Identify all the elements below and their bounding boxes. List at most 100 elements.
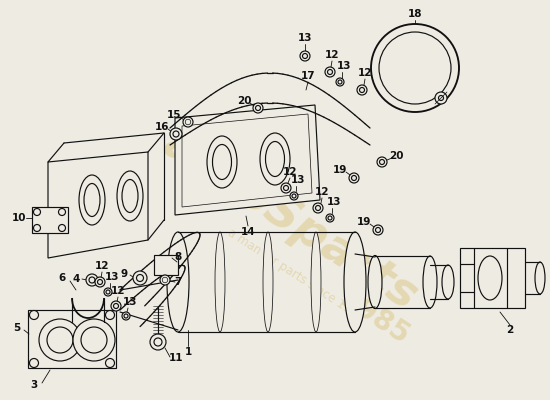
Ellipse shape (167, 232, 189, 332)
Text: autoSparts: autoSparts (155, 121, 426, 319)
Text: 18: 18 (408, 9, 422, 19)
Ellipse shape (215, 232, 225, 332)
Circle shape (300, 51, 310, 61)
Circle shape (379, 160, 384, 164)
Circle shape (106, 290, 110, 294)
Text: 17: 17 (301, 71, 315, 81)
Circle shape (122, 312, 130, 320)
Circle shape (86, 274, 98, 286)
Circle shape (281, 183, 291, 193)
Ellipse shape (212, 144, 232, 180)
Text: a man for parts since 1985: a man for parts since 1985 (224, 226, 365, 324)
Circle shape (89, 277, 95, 283)
Ellipse shape (344, 232, 366, 332)
Ellipse shape (442, 265, 454, 299)
Polygon shape (175, 105, 320, 215)
Circle shape (435, 92, 447, 104)
Circle shape (283, 186, 289, 190)
Circle shape (377, 157, 387, 167)
Text: 7: 7 (174, 277, 182, 287)
Ellipse shape (260, 133, 290, 185)
Circle shape (58, 224, 65, 232)
Bar (460, 248, 525, 308)
Circle shape (185, 119, 191, 125)
Ellipse shape (117, 171, 143, 221)
Circle shape (173, 131, 179, 137)
Bar (32, 207, 68, 233)
Circle shape (326, 214, 334, 222)
Ellipse shape (535, 262, 545, 294)
Circle shape (73, 319, 115, 361)
Text: 3: 3 (30, 380, 37, 390)
Text: 12: 12 (111, 286, 125, 296)
Ellipse shape (207, 136, 237, 188)
Circle shape (376, 228, 381, 232)
Text: 12: 12 (324, 50, 339, 60)
Text: 12: 12 (283, 167, 297, 177)
Circle shape (95, 277, 105, 287)
Ellipse shape (122, 180, 138, 212)
Circle shape (34, 208, 41, 216)
Text: 10: 10 (12, 213, 26, 223)
Circle shape (124, 314, 128, 318)
Circle shape (256, 106, 261, 110)
Circle shape (39, 319, 81, 361)
Circle shape (160, 275, 170, 285)
Circle shape (30, 310, 38, 320)
Text: 20: 20 (236, 96, 251, 106)
Polygon shape (48, 152, 148, 258)
Circle shape (154, 338, 162, 346)
Circle shape (379, 32, 451, 104)
Circle shape (438, 96, 443, 100)
Circle shape (313, 203, 323, 213)
Circle shape (357, 85, 367, 95)
Circle shape (351, 176, 356, 180)
Ellipse shape (266, 142, 284, 176)
Circle shape (97, 280, 102, 284)
Circle shape (253, 103, 263, 113)
Ellipse shape (84, 184, 100, 216)
Circle shape (150, 334, 166, 350)
Circle shape (30, 358, 38, 368)
Circle shape (373, 225, 383, 235)
Circle shape (58, 208, 65, 216)
Text: 4: 4 (72, 274, 80, 284)
Text: 13: 13 (337, 61, 351, 71)
Text: 13: 13 (298, 33, 312, 43)
Text: 12: 12 (358, 68, 372, 78)
Circle shape (106, 358, 114, 368)
Circle shape (136, 274, 144, 282)
Ellipse shape (79, 175, 105, 225)
Text: 1985: 1985 (335, 285, 415, 351)
Circle shape (316, 206, 321, 210)
Circle shape (106, 310, 114, 320)
Circle shape (328, 216, 332, 220)
Ellipse shape (423, 256, 437, 308)
Circle shape (183, 117, 193, 127)
Text: 15: 15 (167, 110, 182, 120)
Polygon shape (182, 114, 312, 207)
Text: 2: 2 (507, 325, 514, 335)
Text: 8: 8 (174, 252, 182, 262)
Circle shape (336, 78, 344, 86)
Text: 6: 6 (58, 273, 65, 283)
Circle shape (371, 24, 459, 112)
Circle shape (290, 192, 298, 200)
Text: 13: 13 (104, 272, 119, 282)
Text: 14: 14 (241, 227, 255, 237)
Circle shape (111, 301, 121, 311)
Text: 19: 19 (333, 165, 347, 175)
Circle shape (81, 327, 107, 353)
Circle shape (113, 304, 118, 308)
Text: 13: 13 (123, 297, 138, 307)
Circle shape (34, 224, 41, 232)
Text: 5: 5 (13, 323, 21, 333)
Text: 13: 13 (291, 175, 305, 185)
Bar (154, 255, 178, 275)
Circle shape (133, 271, 147, 285)
Circle shape (104, 288, 112, 296)
Circle shape (292, 194, 296, 198)
Circle shape (302, 54, 307, 58)
Text: 11: 11 (169, 353, 183, 363)
Text: 20: 20 (389, 151, 403, 161)
